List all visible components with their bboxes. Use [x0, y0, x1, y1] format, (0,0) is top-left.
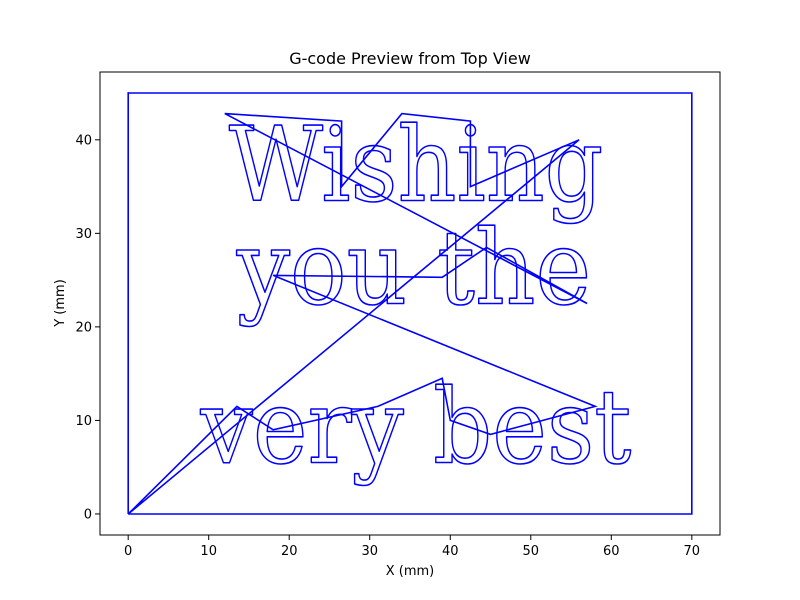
- x-tick-label: 50: [523, 544, 540, 559]
- x-tick-label: 20: [281, 544, 298, 559]
- chart-title: G-code Preview from Top View: [289, 49, 531, 68]
- x-tick-label: 30: [361, 544, 378, 559]
- axes-frame: [99, 71, 721, 536]
- engraved-text-line: you the: [236, 209, 591, 329]
- y-tick-label: 0: [84, 507, 92, 522]
- y-axis-ticks: 0 10 20 30 40: [75, 133, 100, 522]
- x-tick-label: 70: [684, 544, 701, 559]
- x-axis-label: X (mm): [386, 564, 435, 579]
- border-path: [127, 92, 693, 515]
- x-tick-label: 10: [200, 544, 217, 559]
- y-axis-label: Y (mm): [53, 279, 68, 328]
- x-tick-label: 0: [124, 544, 132, 559]
- y-tick-label: 40: [75, 133, 92, 148]
- engraved-text-line: Wishing: [229, 106, 603, 226]
- engraved-text-line: very best: [200, 368, 632, 488]
- y-tick-label: 30: [75, 227, 92, 242]
- travel-path: [127, 112, 598, 515]
- y-tick-label: 10: [75, 414, 92, 429]
- x-tick-label: 40: [442, 544, 459, 559]
- y-tick-label: 20: [75, 320, 92, 335]
- x-axis-ticks: 0 10 20 30 40 50 60 70: [124, 535, 700, 559]
- x-tick-label: 60: [603, 544, 620, 559]
